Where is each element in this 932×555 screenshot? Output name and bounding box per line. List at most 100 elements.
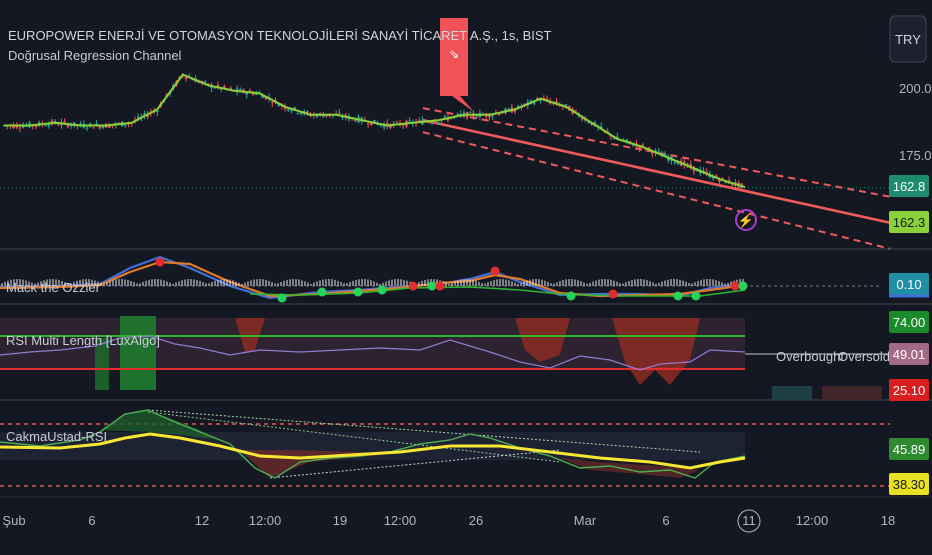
price-candle-body (136, 116, 140, 120)
price-candle-body (523, 103, 526, 105)
price-candle-body (229, 88, 232, 90)
price-candle-body (85, 127, 89, 129)
mack-signal-dot (435, 281, 445, 291)
price-scale-badge[interactable]: 25.10 (889, 379, 929, 401)
currency-button[interactable]: TRY (889, 15, 927, 63)
price-candle-body (616, 136, 619, 139)
cakma-pane[interactable] (0, 409, 890, 487)
price-candle-body (274, 99, 277, 101)
x-axis-tick: 12:00 (384, 513, 417, 528)
price-scale-badge[interactable]: 162.3 (889, 211, 929, 233)
badge-value: 38.30 (893, 477, 926, 492)
price-candle-body (21, 125, 25, 128)
price-candle-body (667, 157, 670, 161)
price-scale-badge[interactable]: 45.89 (889, 438, 929, 460)
price-candle-body (57, 124, 60, 126)
mack-label[interactable]: Mack the Ozzier (6, 280, 101, 295)
currency-label: TRY (895, 32, 921, 47)
price-candle-body (456, 113, 459, 115)
badge-value: 74.00 (893, 315, 926, 330)
alert-arrow-icon: ⇘ (449, 47, 459, 61)
x-axis-tick: 12:00 (249, 513, 282, 528)
cakma-trendline (147, 409, 701, 453)
price-candle-body (261, 95, 264, 98)
price-candle-body (536, 97, 539, 100)
price-candle-body (539, 99, 542, 101)
mack-signal-dot (155, 257, 165, 267)
regression-lower (422, 131, 891, 250)
price-candle-body (469, 111, 472, 113)
price-candle-body (322, 115, 325, 118)
price-candle-body (580, 118, 584, 120)
price-candle-body (513, 109, 517, 112)
cakma-ma-line (0, 432, 746, 470)
price-candle-body (418, 120, 421, 122)
price-scale-badge[interactable]: 38.30 (889, 473, 929, 495)
price-candle-body (95, 123, 98, 126)
cakma-label[interactable]: CakmaUstad-RSI (6, 429, 107, 444)
price-ma-line (4, 73, 746, 189)
badge-value: 162.8 (893, 179, 926, 194)
mack-pane[interactable] (0, 255, 880, 303)
price-candle-body (663, 153, 667, 157)
price-candle-body (98, 125, 102, 129)
axes: 162.8 162.3 0.10 74.00 49.01 25.10 45.89 38.30 2… (2, 81, 932, 533)
price-scale-badge[interactable]: 0.10 (889, 273, 929, 295)
price-candle-body (204, 81, 207, 83)
price-scale-badge[interactable]: 74.00 (889, 311, 929, 333)
cakma-band (0, 432, 745, 460)
price-scale-badge[interactable]: 162.8 (889, 175, 929, 197)
price-candle-body (628, 140, 632, 143)
mack-signal-dot (490, 266, 500, 276)
price-candle-body (382, 124, 386, 128)
x-axis-tick: 12 (195, 513, 209, 528)
chart-title: EUROPOWER ENERJİ VE OTOMASYON TEKNOLOJİL… (8, 28, 552, 43)
price-candle-body (47, 124, 50, 127)
price-candle-body (216, 84, 220, 87)
badge-value: 49.01 (893, 347, 926, 362)
price-candle-body (124, 124, 127, 126)
rsi-pane[interactable] (0, 316, 890, 400)
mack-signal-dot (353, 287, 363, 297)
lightning-event-icon[interactable]: ⚡ (735, 209, 757, 231)
price-candle-body (354, 119, 357, 122)
price-candle-body (18, 127, 22, 129)
price-candle-body (101, 126, 105, 129)
price-candle-body (325, 115, 328, 117)
x-axis-tick: 18 (881, 513, 895, 528)
price-scale-badge[interactable]: 49.01 (889, 343, 929, 365)
price-candle-body (395, 121, 399, 123)
cakma-red-fill (560, 458, 700, 478)
badge-value: 25.10 (893, 383, 926, 398)
rsi-label[interactable]: RSI Multi Length [LuxAlgo] (6, 333, 160, 348)
price-candle-body (248, 90, 252, 92)
price-candle-body (529, 100, 533, 102)
price-candle-body (143, 113, 146, 116)
price-candle-body (705, 171, 708, 173)
price-candle-body (491, 115, 494, 117)
price-candle-body (299, 112, 303, 115)
mack-signal-dot (730, 281, 740, 291)
price-candle-body (600, 126, 603, 130)
price-candle-body (66, 123, 70, 127)
price-candle-body (290, 110, 293, 112)
price-candle-body (306, 111, 309, 113)
cakma-trendline (269, 449, 561, 479)
price-candle-body (366, 123, 370, 125)
price-candle-body (69, 125, 73, 127)
price-candle-body (34, 125, 38, 127)
price-candle-body (564, 104, 568, 106)
price-candle-body (638, 146, 641, 149)
price-pane[interactable] (0, 73, 891, 250)
rsi-legend-cell (772, 386, 812, 400)
price-candle-body (497, 114, 501, 116)
price-candle-body (647, 147, 651, 150)
rsi-overbought-label: Overbought (776, 349, 844, 364)
x-axis-tick: 19 (333, 513, 347, 528)
price-candle-body (676, 162, 680, 165)
x-axis-tick: 11 (742, 513, 756, 528)
current-date-marker (737, 509, 761, 533)
alert-marker[interactable]: ⇘ (440, 18, 474, 112)
price-indicator-label[interactable]: Doğrusal Regression Channel (8, 48, 182, 63)
